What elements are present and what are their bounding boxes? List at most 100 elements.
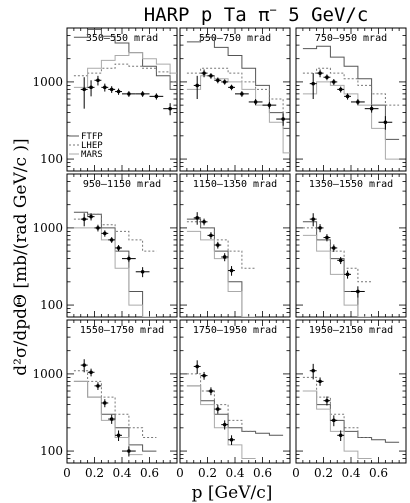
model-mars [73, 380, 143, 456]
data-point [140, 92, 145, 96]
model-ftfp [73, 380, 157, 452]
data-point [253, 100, 258, 104]
panel-5: 1150–1350 mrad [179, 173, 291, 318]
data-point [369, 106, 374, 111]
data-points [193, 69, 290, 126]
data-point [325, 398, 329, 403]
model-ftfp [302, 221, 372, 317]
panel-label: 1950–2150 mrad [309, 325, 393, 336]
y-tick-label: 100 [40, 152, 63, 166]
data-point [195, 364, 199, 369]
data-point [338, 87, 343, 92]
data-point [325, 235, 329, 240]
panel-label: 950–1150 mrad [83, 179, 161, 190]
x-tick-label: 0 [176, 466, 184, 480]
data-point [209, 74, 213, 78]
panel-2: 550–750 mrad [179, 27, 291, 172]
model-lhep [186, 67, 290, 114]
data-point [82, 363, 86, 367]
data-point [109, 417, 114, 421]
data-point [202, 373, 206, 378]
legend-entry: MARS [81, 150, 103, 160]
data-point [222, 422, 227, 427]
data-point [281, 117, 285, 121]
data-point [311, 81, 315, 86]
data-points [80, 75, 177, 116]
model-ftfp [73, 28, 177, 90]
data-point [318, 379, 322, 384]
model-curves [302, 376, 400, 459]
model-mars [186, 385, 256, 459]
model-lhep [73, 213, 157, 252]
model-mars [186, 75, 290, 154]
legend-entry: LHEP [81, 141, 103, 151]
panel-9: 0 0.2 0.4 0.6 1950–2150 mrad [292, 319, 407, 480]
data-points [80, 359, 136, 457]
x-tick-label: 0.4 [341, 466, 360, 480]
model-curves [73, 211, 157, 317]
model-curves [73, 370, 157, 456]
data-point [318, 226, 322, 230]
data-point [89, 214, 93, 219]
model-mars [302, 390, 372, 459]
data-point [325, 75, 329, 80]
data-point [383, 120, 388, 125]
data-point [168, 106, 172, 111]
model-lhep [302, 227, 372, 283]
data-point [116, 89, 121, 94]
data-point [318, 71, 322, 75]
data-point [229, 268, 234, 273]
panel-frame [295, 173, 407, 318]
x-tick-label: 0.2 [198, 466, 217, 480]
data-point [103, 231, 107, 236]
panel-label: 1350–1550 mrad [309, 179, 393, 190]
x-tick-label: 0 [63, 466, 71, 480]
data-point [216, 243, 220, 247]
data-point [140, 269, 145, 274]
data-point [338, 433, 343, 438]
model-mars [302, 81, 400, 160]
x-tick-label: 0.6 [253, 466, 272, 480]
data-point [209, 233, 213, 238]
data-point [222, 255, 227, 259]
panel-label: 1550–1750 mrad [80, 325, 164, 336]
x-axis-label: p [GeV/c] [192, 483, 273, 503]
data-point [82, 217, 86, 221]
data-point [103, 401, 107, 405]
x-tick-label: 0 [292, 466, 300, 480]
data-points [80, 213, 150, 278]
y-tick-label: 1000 [32, 367, 63, 381]
panel-3: 750–950 mrad [295, 27, 407, 172]
y-tick-label: 1000 [32, 75, 63, 89]
data-points [193, 212, 235, 276]
legend-entry: FTFP [81, 132, 103, 142]
model-lhep [73, 63, 177, 83]
model-mars [186, 230, 256, 317]
data-point [116, 433, 121, 438]
y-axis-label: d²σ/dpdΘ [mb/(rad GeV/c )] [11, 138, 31, 375]
panel-frame [179, 319, 291, 464]
x-tick-label: 0.6 [369, 466, 388, 480]
y-tick-label: 1000 [32, 221, 63, 235]
model-ftfp [302, 45, 400, 140]
x-tick-label: 0.6 [140, 466, 159, 480]
model-lhep [302, 67, 400, 106]
data-point [109, 87, 114, 92]
panel-6: 1350–1550 mrad [295, 173, 407, 318]
data-point [345, 94, 350, 99]
data-point [116, 246, 121, 250]
data-point [209, 389, 213, 393]
data-point [195, 216, 199, 220]
data-point [311, 217, 315, 221]
chart-title: HARP p Ta π− 5 GeV/c [144, 3, 369, 26]
model-ftfp [186, 385, 284, 436]
data-point [222, 80, 227, 84]
x-tick-label: 0.4 [225, 466, 244, 480]
data-points [193, 360, 235, 445]
data-point [202, 71, 206, 75]
x-tick-label: 0.2 [85, 466, 104, 480]
model-curves [186, 373, 284, 459]
